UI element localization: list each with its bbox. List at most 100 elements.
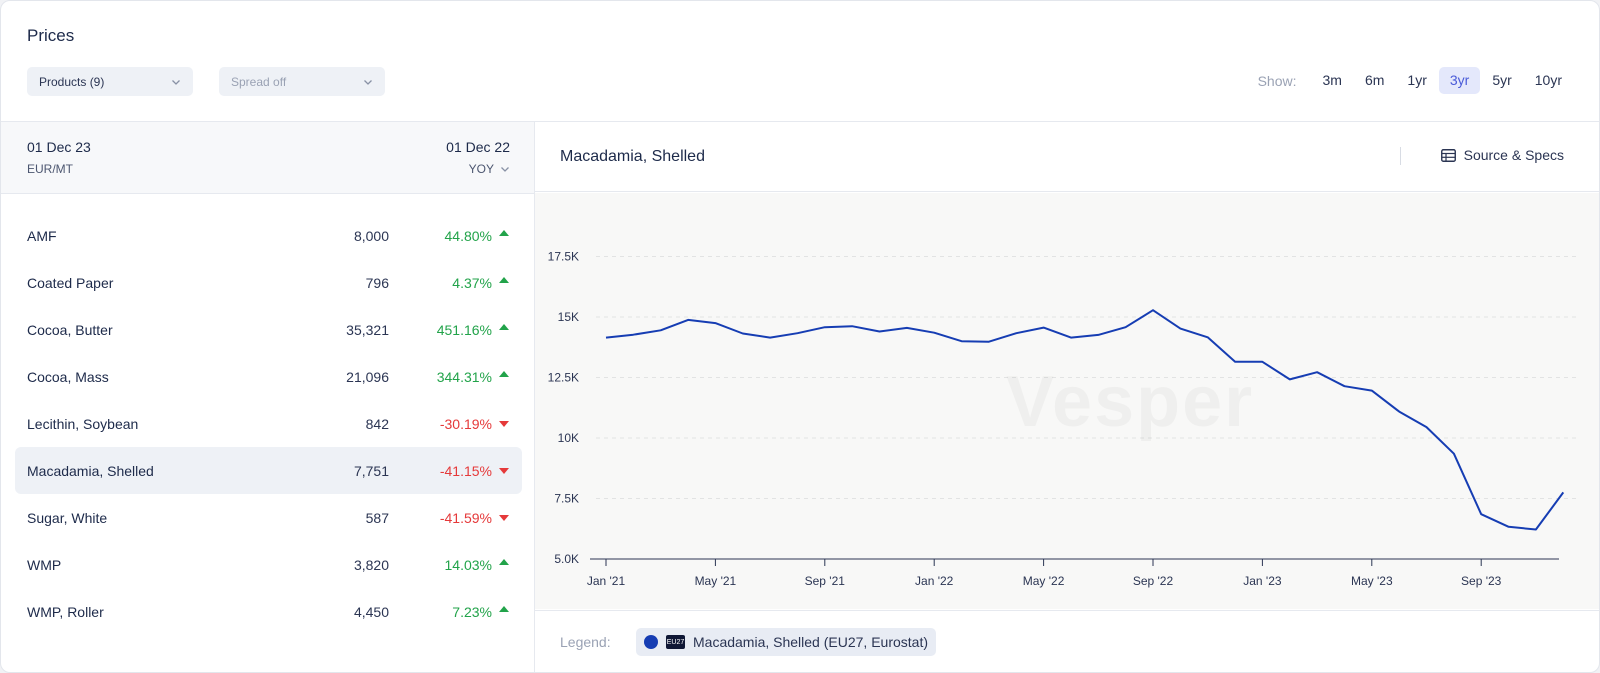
product-name: Macadamia, Shelled bbox=[27, 462, 154, 479]
table-row[interactable]: AMF 8,000 44.80% bbox=[15, 212, 522, 259]
legend-item-label: Macadamia, Shelled (EU27, Eurostat) bbox=[693, 634, 928, 650]
table-row[interactable]: Cocoa, Butter 35,321 451.16% bbox=[15, 306, 522, 353]
table-row[interactable]: WMP 3,820 14.03% bbox=[15, 541, 522, 588]
x-tick-label: May '22 bbox=[1023, 574, 1065, 588]
product-value: 7,751 bbox=[353, 462, 389, 479]
divider bbox=[1400, 147, 1401, 165]
product-name: Cocoa, Butter bbox=[27, 321, 113, 338]
product-value: 4,450 bbox=[353, 603, 389, 620]
x-tick-label: Jan '21 bbox=[587, 574, 626, 588]
products-dropdown-label: Products (9) bbox=[39, 74, 105, 89]
product-change: 7.23% bbox=[452, 603, 492, 620]
x-tick-label: May '23 bbox=[1351, 574, 1393, 588]
x-tick-label: Jan '22 bbox=[915, 574, 954, 588]
product-name: AMF bbox=[27, 227, 57, 244]
range-option-6m[interactable]: 6m bbox=[1364, 72, 1385, 88]
triangle-up-icon bbox=[499, 559, 509, 565]
range-option-5yr[interactable]: 5yr bbox=[1492, 72, 1512, 88]
x-tick-label: Sep '22 bbox=[1133, 574, 1174, 588]
chart-area: 5.0K 7.5K 10K 12.5K 15K 17.5K Jan '21 May '21 S… bbox=[535, 193, 1599, 609]
current-date: 01 Dec 23 bbox=[27, 139, 91, 155]
table-header: 01 Dec 23 EUR/MT 01 Dec 22 YOY bbox=[1, 122, 534, 194]
range-option-1yr[interactable]: 1yr bbox=[1407, 72, 1427, 88]
product-change: 451.16% bbox=[436, 321, 492, 338]
x-axis: Jan '21 May '21 Sep '21 Jan '22 May '22 Sep '… bbox=[587, 558, 1559, 588]
spread-dropdown[interactable]: Spread off bbox=[219, 67, 385, 96]
range-option-3m[interactable]: 3m bbox=[1322, 72, 1342, 88]
product-change: 14.03% bbox=[444, 556, 492, 573]
product-name: Coated Paper bbox=[27, 274, 114, 291]
legend-label: Legend: bbox=[560, 634, 611, 650]
product-name: Lecithin, Soybean bbox=[27, 415, 139, 432]
compare-mode-label: YOY bbox=[468, 162, 494, 176]
range-option-10yr[interactable]: 10yr bbox=[1534, 72, 1562, 88]
y-tick-label: 10K bbox=[558, 431, 579, 445]
divider bbox=[1, 121, 1599, 122]
chevron-down-icon bbox=[364, 79, 372, 85]
chart-series bbox=[605, 309, 1565, 531]
triangle-up-icon bbox=[499, 230, 509, 236]
y-tick-label: 17.5K bbox=[548, 250, 579, 264]
source-specs-button[interactable]: Source & Specs bbox=[1440, 147, 1564, 163]
product-name: Cocoa, Mass bbox=[27, 368, 109, 385]
x-tick-label: Sep '21 bbox=[805, 574, 846, 588]
chevron-down-icon bbox=[501, 167, 509, 172]
triangle-up-icon bbox=[499, 371, 509, 377]
triangle-down-icon bbox=[499, 515, 509, 521]
unit-label: EUR/MT bbox=[27, 162, 73, 176]
products-dropdown[interactable]: Products (9) bbox=[27, 67, 193, 96]
product-change: 4.37% bbox=[452, 274, 492, 291]
triangle-down-icon bbox=[499, 421, 509, 427]
divider bbox=[534, 121, 535, 672]
chart-grid bbox=[596, 256, 1579, 499]
product-name: WMP, Roller bbox=[27, 603, 104, 620]
compare-date: 01 Dec 22 bbox=[446, 139, 510, 155]
product-value: 796 bbox=[365, 274, 389, 291]
chevron-down-icon bbox=[172, 79, 180, 85]
y-tick-label: 5.0K bbox=[554, 552, 579, 566]
product-value: 35,321 bbox=[346, 321, 389, 338]
show-label: Show: bbox=[1257, 72, 1297, 89]
chart-title: Macadamia, Shelled bbox=[560, 148, 705, 165]
table-row[interactable]: Coated Paper 796 4.37% bbox=[15, 259, 522, 306]
table-row[interactable]: Cocoa, Mass 21,096 344.31% bbox=[15, 353, 522, 400]
source-specs-label: Source & Specs bbox=[1463, 147, 1564, 163]
table-row[interactable]: Lecithin, Soybean 842 -30.19% bbox=[15, 400, 522, 447]
legend-item[interactable]: EU27 Macadamia, Shelled (EU27, Eurostat) bbox=[636, 628, 936, 656]
series-line bbox=[605, 309, 1565, 531]
x-tick-label: Sep '23 bbox=[1461, 574, 1502, 588]
product-name: Sugar, White bbox=[27, 509, 108, 526]
range-option-3yr[interactable]: 3yr bbox=[1438, 67, 1481, 94]
product-value: 21,096 bbox=[346, 368, 389, 385]
table-row-selected[interactable]: Macadamia, Shelled 7,751 -41.15% bbox=[15, 447, 522, 494]
table-row[interactable]: Sugar, White 587 -41.59% bbox=[15, 494, 522, 541]
chart-header: Macadamia, Shelled Source & Specs bbox=[535, 122, 1599, 192]
triangle-up-icon bbox=[499, 277, 509, 283]
triangle-down-icon bbox=[499, 468, 509, 474]
vesper-watermark: Vesper bbox=[1006, 361, 1254, 443]
product-value: 842 bbox=[365, 415, 389, 432]
product-value: 8,000 bbox=[353, 227, 389, 244]
product-value: 587 bbox=[365, 509, 389, 526]
product-name: WMP bbox=[27, 556, 62, 573]
y-axis: 5.0K 7.5K 10K 12.5K 15K 17.5K bbox=[548, 250, 579, 567]
series-color-dot bbox=[644, 635, 658, 649]
spread-dropdown-label: Spread off bbox=[231, 74, 287, 89]
table-icon bbox=[1440, 148, 1456, 162]
y-tick-label: 7.5K bbox=[554, 492, 579, 506]
product-change: -41.59% bbox=[439, 509, 492, 526]
product-value: 3,820 bbox=[353, 556, 389, 573]
x-tick-label: Jan '23 bbox=[1243, 574, 1282, 588]
x-tick-label: May '21 bbox=[695, 574, 737, 588]
compare-mode-dropdown[interactable]: YOY bbox=[469, 162, 510, 176]
product-change: 44.80% bbox=[444, 227, 492, 244]
eu-flag-icon: EU27 bbox=[666, 635, 685, 649]
product-change: -30.19% bbox=[439, 415, 492, 432]
product-change: -41.15% bbox=[439, 462, 492, 479]
table-row[interactable]: WMP, Roller 4,450 7.23% bbox=[15, 588, 522, 635]
triangle-up-icon bbox=[499, 324, 509, 330]
y-tick-label: 12.5K bbox=[548, 371, 579, 385]
product-change: 344.31% bbox=[436, 368, 492, 385]
page-title: Prices bbox=[27, 26, 75, 45]
